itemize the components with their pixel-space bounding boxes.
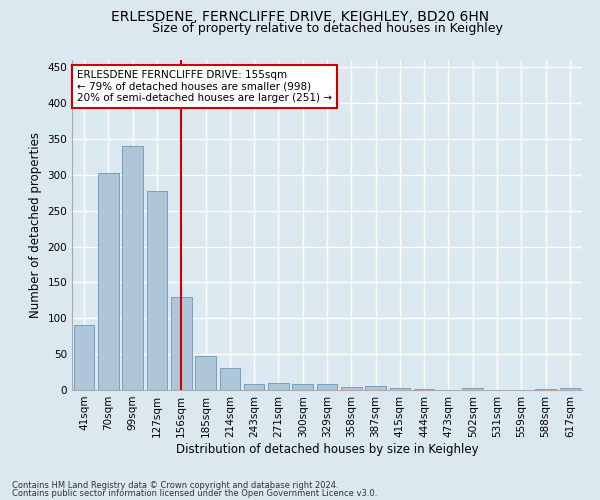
Bar	[244, 384, 265, 390]
Bar	[146, 192, 167, 390]
Bar	[74, 326, 94, 390]
Bar	[268, 383, 289, 390]
Text: Contains public sector information licensed under the Open Government Licence v3: Contains public sector information licen…	[12, 489, 377, 498]
Bar	[560, 388, 580, 390]
Text: ERLESDENE, FERNCLIFFE DRIVE, KEIGHLEY, BD20 6HN: ERLESDENE, FERNCLIFFE DRIVE, KEIGHLEY, B…	[111, 10, 489, 24]
Bar	[220, 368, 240, 390]
Y-axis label: Number of detached properties: Number of detached properties	[29, 132, 42, 318]
Title: Size of property relative to detached houses in Keighley: Size of property relative to detached ho…	[152, 22, 502, 35]
Bar	[171, 296, 191, 390]
X-axis label: Distribution of detached houses by size in Keighley: Distribution of detached houses by size …	[176, 442, 478, 456]
Bar	[389, 388, 410, 390]
Bar	[317, 384, 337, 390]
Bar	[341, 387, 362, 390]
Text: Contains HM Land Registry data © Crown copyright and database right 2024.: Contains HM Land Registry data © Crown c…	[12, 480, 338, 490]
Bar	[98, 174, 119, 390]
Bar	[535, 388, 556, 390]
Bar	[122, 146, 143, 390]
Bar	[463, 388, 483, 390]
Bar	[292, 384, 313, 390]
Bar	[195, 356, 216, 390]
Bar	[365, 386, 386, 390]
Text: ERLESDENE FERNCLIFFE DRIVE: 155sqm
← 79% of detached houses are smaller (998)
20: ERLESDENE FERNCLIFFE DRIVE: 155sqm ← 79%…	[77, 70, 332, 103]
